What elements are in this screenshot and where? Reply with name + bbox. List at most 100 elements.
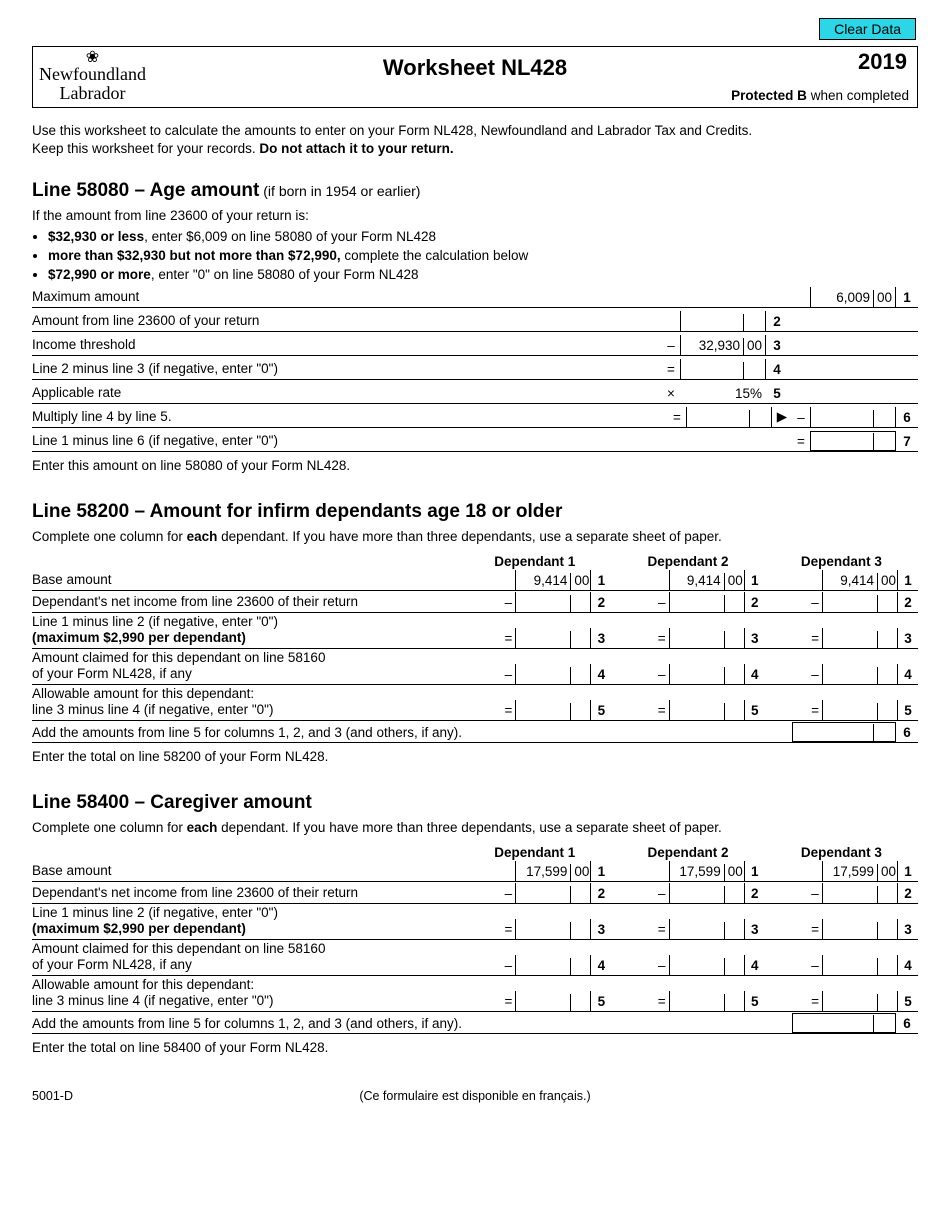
sec58400-r1-amt1: 17,59900	[515, 861, 591, 881]
row5-num: 5	[766, 386, 788, 403]
sec58400-r4-amt2[interactable]: ..	[669, 955, 745, 975]
sec58200-r3-amt1[interactable]: ..	[515, 628, 591, 648]
sec58200-r2-amt2[interactable]: ..	[669, 592, 745, 612]
line-number: 4	[591, 667, 611, 684]
row4-amount[interactable]: ..	[680, 359, 766, 379]
sec58400-r2-amt2[interactable]: ..	[669, 883, 745, 903]
sec58080-after: Enter this amount on line 58080 of your …	[32, 458, 918, 473]
sec58200-r4-amt3[interactable]: ..	[822, 664, 898, 684]
operator: =	[501, 703, 515, 720]
operator: =	[655, 703, 669, 720]
intro-p2a: Keep this worksheet for your records.	[32, 141, 259, 156]
operator: –	[501, 886, 515, 903]
row7-num: 7	[896, 434, 918, 451]
row-58080-5: Applicable rate × 15% 5	[32, 382, 918, 404]
protected-b-rest: when completed	[807, 88, 909, 103]
sec58400-r5-amt2[interactable]: ..	[669, 991, 745, 1011]
form-header: ❀ Newfoundland Labrador Worksheet NL428 …	[32, 46, 918, 108]
line-number: 1	[898, 864, 918, 881]
row2-label: Amount from line 23600 of your return	[32, 313, 662, 331]
sec58400-r3-amt1[interactable]: ..	[515, 919, 591, 939]
sec58200-r2-amt1[interactable]: ..	[515, 592, 591, 612]
row3-amount: 32,93000	[680, 335, 766, 355]
sec58400-r5-amt1[interactable]: ..	[515, 991, 591, 1011]
sec58400-r1-col1: 17,599001	[458, 861, 611, 881]
sec58400-r2: Dependant's net income from line 23600 o…	[32, 882, 918, 904]
sec58400-r5-col2: =..5	[611, 991, 764, 1011]
sec58400-r2-col1: –..2	[458, 883, 611, 903]
operator: =	[808, 703, 822, 720]
sec58080-bullets: $32,930 or less, enter $6,009 on line 58…	[48, 229, 918, 282]
row6-amount-right[interactable]: ..	[810, 407, 896, 427]
operator: –	[655, 958, 669, 975]
sec58200-r2-col3: –..2	[765, 592, 918, 612]
sec58080-lead: If the amount from line 23600 of your re…	[32, 208, 918, 223]
line-number: 4	[745, 958, 765, 975]
sec58200-r5-label: Allowable amount for this dependant:line…	[32, 686, 458, 720]
sec58200-r5-amt2[interactable]: ..	[669, 700, 745, 720]
row3-op: –	[662, 338, 680, 355]
row6-num: 6	[896, 410, 918, 427]
sec58200-r2: Dependant's net income from line 23600 o…	[32, 591, 918, 613]
clear-data-button[interactable]: Clear Data	[819, 18, 916, 40]
b3-b: $72,990 or more	[48, 267, 151, 282]
row-58080-3: Income threshold – 32,93000 3	[32, 334, 918, 356]
row7-amount[interactable]: ..	[810, 431, 896, 451]
row6-op: =	[668, 410, 686, 427]
row-58080-4: Line 2 minus line 3 (if negative, enter …	[32, 358, 918, 380]
sec58400-r2-amt3[interactable]: ..	[822, 883, 898, 903]
row2-amount[interactable]: ..	[680, 311, 766, 331]
sec58200-r5-amt1[interactable]: ..	[515, 700, 591, 720]
row6-amount-mid[interactable]: ..	[686, 407, 772, 427]
page-footer: 5001-D (Ce formulaire est disponible en …	[32, 1089, 918, 1103]
sec58400-r4-amt1[interactable]: ..	[515, 955, 591, 975]
section-58200-title: Line 58200 – Amount for infirm dependant…	[32, 501, 918, 523]
line-number: 2	[745, 886, 765, 903]
line-number: 3	[591, 922, 611, 939]
row1-label: Maximum amount	[32, 289, 660, 307]
sec58200-total-amount[interactable]: ..	[792, 722, 896, 742]
sec58400-total-amount[interactable]: ..	[792, 1013, 896, 1033]
b3-t: , enter "0" on line 58080 of your Form N…	[151, 267, 419, 282]
bullet-1: $32,930 or less, enter $6,009 on line 58…	[48, 229, 918, 244]
sec58400-r4-amt3[interactable]: ..	[822, 955, 898, 975]
line-number: 2	[745, 595, 765, 612]
operator: –	[655, 667, 669, 684]
row-58080-6: Multiply line 4 by line 5. = .. ▶ – .. 6	[32, 406, 918, 428]
dep2-header-b: Dependant 2	[611, 845, 764, 860]
sec58400-r5-amt3[interactable]: ..	[822, 991, 898, 1011]
dep3-header-b: Dependant 3	[765, 845, 918, 860]
sec58400-r1-label: Base amount	[32, 863, 458, 881]
l58400-c: dependant. If you have more than three d…	[217, 820, 721, 835]
operator: –	[808, 886, 822, 903]
sec58200-r4-amt2[interactable]: ..	[669, 664, 745, 684]
b2-b: more than $32,930 but not more than $72,…	[48, 248, 341, 263]
dep2-header: Dependant 2	[611, 554, 764, 569]
sec58200-r3: Line 1 minus line 2 (if negative, enter …	[32, 613, 918, 649]
sec58400-r3-amt3[interactable]: ..	[822, 919, 898, 939]
row6-op2: –	[792, 410, 810, 427]
sec58200-r2-amt3[interactable]: ..	[822, 592, 898, 612]
sec58200-r1-amt2: 9,41400	[669, 570, 745, 590]
row3-d: 32,930	[681, 338, 743, 355]
sec58400-r1-amt2: 17,59900	[669, 861, 745, 881]
sec58200-r4-amt1[interactable]: ..	[515, 664, 591, 684]
bullet-3: $72,990 or more, enter "0" on line 58080…	[48, 267, 918, 282]
sec58200-r3-amt2[interactable]: ..	[669, 628, 745, 648]
sec58400-r2-amt1[interactable]: ..	[515, 883, 591, 903]
sec58200-r5-amt3[interactable]: ..	[822, 700, 898, 720]
sec58200-r3-amt3[interactable]: ..	[822, 628, 898, 648]
sec58400-r5-col1: =..5	[458, 991, 611, 1011]
operator	[808, 879, 822, 881]
line-number: 1	[745, 864, 765, 881]
sec58200-r4-col3: –..4	[765, 664, 918, 684]
operator	[655, 879, 669, 881]
line-number: 5	[898, 703, 918, 720]
sec58400-r3-amt2[interactable]: ..	[669, 919, 745, 939]
sec58200-col-headers: Dependant 1 Dependant 2 Dependant 3	[32, 554, 918, 569]
sec58200-r3-label: Line 1 minus line 2 (if negative, enter …	[32, 614, 458, 648]
row-58080-2: Amount from line 23600 of your return ..…	[32, 310, 918, 332]
sec58400-lead: Complete one column for each dependant. …	[32, 820, 918, 835]
line-number: 4	[898, 667, 918, 684]
line-number: 1	[591, 573, 611, 590]
